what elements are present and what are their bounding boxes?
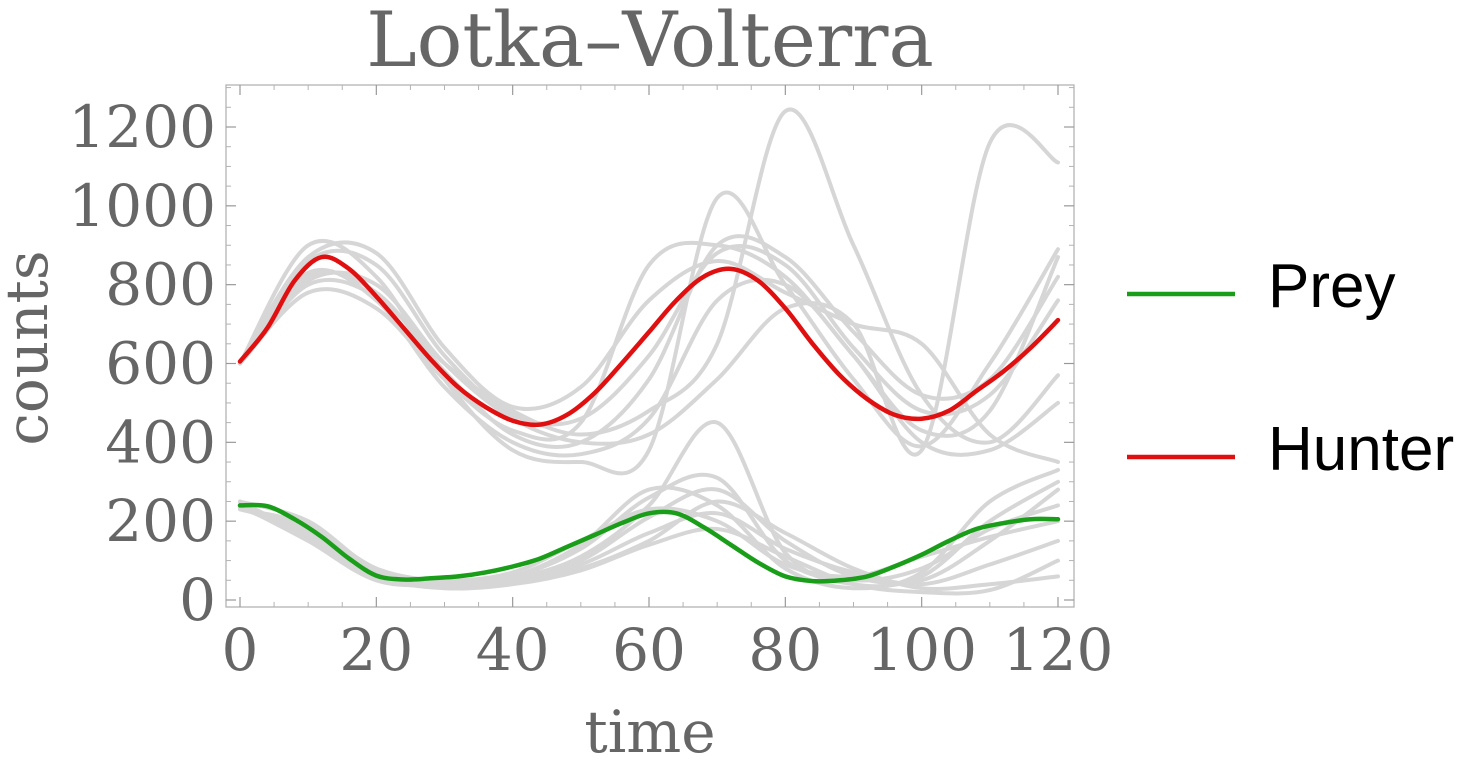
x-tick-label: 60 (612, 616, 686, 684)
y-tick-label: 1200 (68, 93, 216, 161)
plot-area (225, 84, 1075, 608)
legend-label-hunter: Hunter (1268, 415, 1454, 484)
x-tick-label: 100 (866, 616, 977, 684)
plot-frame (225, 84, 1075, 608)
axis-ticks (226, 85, 1074, 607)
y-tick-label: 1000 (68, 172, 216, 240)
y-tick-label: 800 (105, 251, 216, 319)
sample-prey-trajectory (238, 467, 1060, 591)
chart-title: Lotka–Volterra (366, 0, 934, 84)
x-tick-label: 40 (476, 616, 550, 684)
sample-hunter-trajectory (238, 190, 1060, 476)
x-axis-tick-labels: 0 20 40 60 80 100 120 (222, 616, 1114, 684)
legend: Prey Hunter (1127, 252, 1454, 484)
sample-prey-trajectory (238, 499, 1060, 591)
sample-hunter-trajectory (238, 267, 1060, 458)
mean-series (237, 254, 1061, 584)
x-tick-label: 20 (339, 616, 413, 684)
x-tick-label: 80 (748, 616, 822, 684)
series-line-prey (237, 502, 1061, 584)
x-axis-label: time (584, 698, 715, 766)
series-line-hunter (237, 254, 1061, 428)
y-tick-label: 0 (179, 566, 216, 634)
x-tick-label: 120 (1003, 616, 1114, 684)
y-tick-label: 200 (105, 487, 216, 555)
sample-trajectories (238, 107, 1060, 596)
sample-hunter-trajectory (238, 243, 1060, 427)
legend-item-prey: Prey (1127, 252, 1395, 321)
legend-label-prey: Prey (1268, 252, 1395, 321)
y-tick-label: 400 (105, 408, 216, 476)
sample-hunter-trajectory (238, 240, 1060, 464)
x-tick-label: 0 (222, 616, 259, 684)
sample-hunter-trajectory (238, 123, 1060, 457)
legend-item-hunter: Hunter (1127, 415, 1454, 484)
y-tick-label: 600 (105, 330, 216, 398)
sample-hunter-trajectory (238, 107, 1060, 445)
y-axis-tick-labels: 0 200 400 600 800 1000 1200 (68, 93, 216, 634)
y-axis-label: counts (0, 250, 61, 445)
